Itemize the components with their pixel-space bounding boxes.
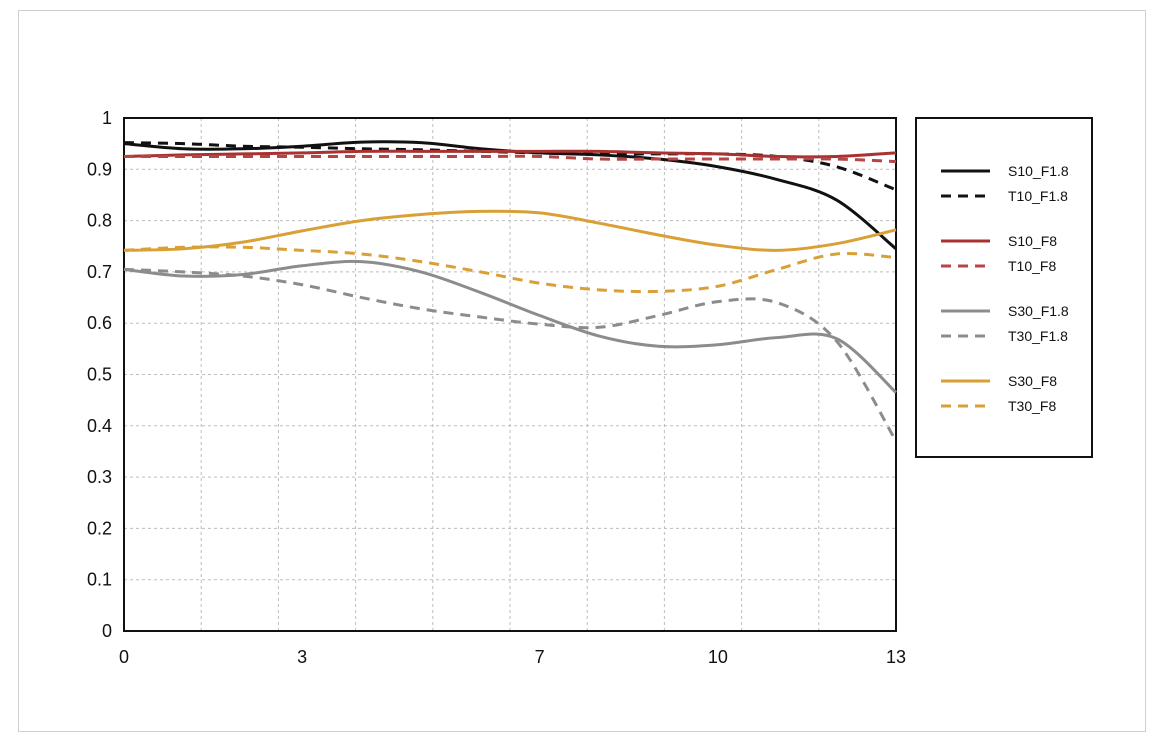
y-tick-label: 0.4 — [87, 416, 112, 436]
chart-frame: 0 0.1 0.2 0.3 0.4 0.5 0.6 0.7 0.8 0.9 1 0 3 7 10 13 S10… — [18, 10, 1146, 732]
y-tick-label: 0.1 — [87, 570, 112, 590]
series-line-t30-f8 — [123, 245, 897, 294]
y-tick-label: 0.9 — [87, 159, 112, 179]
series-line-s30-f8 — [123, 209, 897, 252]
x-tick-label: 10 — [708, 647, 728, 667]
y-tick-label: 0.2 — [87, 518, 112, 538]
plot-border — [123, 117, 897, 632]
y-tick-label: 0.8 — [87, 211, 112, 231]
legend-label-t30-f8: T30_F8 — [1008, 398, 1056, 414]
legend-label-s10-f8: S10_F8 — [1008, 233, 1057, 249]
x-tick-label: 7 — [535, 647, 545, 667]
legend-label-t30-f1-8: T30_F1.8 — [1008, 328, 1068, 344]
x-tick-label: 3 — [297, 647, 307, 667]
mtf-chart: 00.10.20.30.40.50.60.70.80.910 3 7 10 13 S10… — [87, 108, 1093, 667]
x-tick-label: 13 — [886, 647, 906, 667]
y-tick-label: 0.3 — [87, 467, 112, 487]
legend-label-t10-f8: T10_F8 — [1008, 258, 1056, 274]
legend: S10_F1.8 T10_F1.8 S10_F8 T10_F8 S30_F1.8 T30_… — [915, 117, 1093, 458]
y-tick-label: 0 — [102, 621, 112, 641]
series-line-s30-f1-8 — [123, 259, 898, 394]
series-line-s10-f8 — [123, 149, 897, 159]
axes: 00.10.20.30.40.50.60.70.80.910 3 7 10 13 — [87, 108, 906, 667]
series-lines — [123, 140, 898, 442]
legend-label-s10-f1-8: S10_F1.8 — [1008, 163, 1069, 179]
legend-label-s30-f1-8: S30_F1.8 — [1008, 303, 1069, 319]
y-tick-label: 0.5 — [87, 365, 112, 385]
legend-label-s30-f8: S30_F8 — [1008, 373, 1057, 389]
y-tick-label: 1 — [102, 108, 112, 128]
y-tick-label: 0.7 — [87, 262, 112, 282]
series-line-t10-f8 — [124, 154, 897, 164]
y-tick-label: 0.6 — [87, 313, 112, 333]
series-line-t30-f1-8 — [123, 267, 898, 442]
grid — [124, 118, 896, 631]
x-tick-label: 0 — [119, 647, 129, 667]
legend-box — [915, 117, 1093, 458]
legend-label-t10-f1-8: T10_F1.8 — [1008, 188, 1068, 204]
